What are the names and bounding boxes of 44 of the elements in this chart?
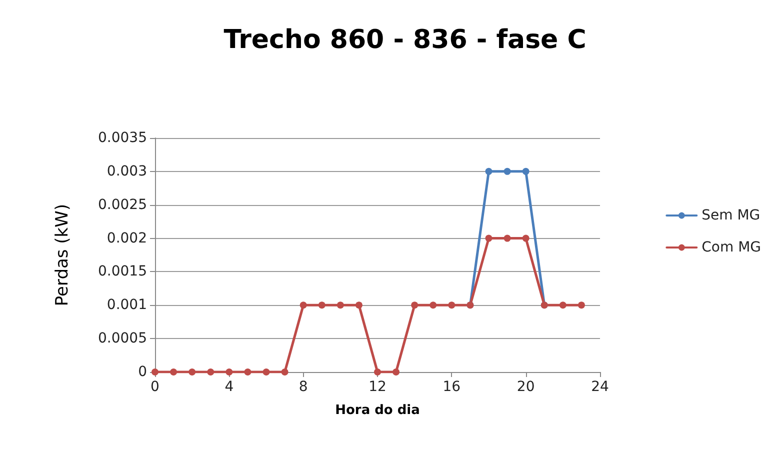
point [522, 168, 530, 175]
y-tick-label: 0.003 [106, 163, 147, 180]
point [226, 368, 233, 376]
point [170, 368, 178, 376]
y-tick-label: 0.0035 [98, 130, 147, 146]
y-tick-label: 0.001 [106, 297, 147, 314]
x-tick-label: 4 [224, 379, 234, 395]
point [374, 368, 381, 376]
point [392, 368, 400, 376]
y-tick-label: 0.0025 [98, 196, 147, 213]
point [411, 302, 418, 309]
x-tick-label: 0 [150, 379, 160, 395]
y-tick-label: 0.0005 [98, 330, 147, 347]
point [522, 234, 530, 242]
x-axis-title: Hora do dia [335, 403, 420, 418]
chart-title: Trecho 860 - 836 - fase C [224, 25, 586, 55]
x-tick-label: 16 [442, 379, 461, 395]
point [578, 302, 585, 309]
x-tick-label: 20 [516, 379, 535, 395]
x-tick-label: 8 [298, 379, 308, 395]
point [207, 368, 214, 376]
point [485, 234, 492, 242]
y-tick-label: 0.002 [106, 230, 147, 246]
point [485, 168, 492, 175]
point [504, 234, 511, 242]
point [188, 368, 196, 376]
x-tick-label: 24 [591, 379, 609, 395]
point [318, 302, 326, 309]
legend-label: Sem MG [702, 208, 760, 224]
point [336, 302, 344, 309]
y-axis-title: Perdas (kW) [52, 204, 72, 306]
point [355, 302, 362, 309]
y-tick-label: 0.0015 [98, 264, 147, 280]
point [281, 368, 288, 376]
point [559, 302, 566, 309]
point [244, 368, 252, 376]
point [430, 302, 437, 309]
point [300, 302, 307, 309]
y-tick-label: 0 [138, 364, 147, 380]
x-tick-label: 12 [368, 379, 386, 395]
point [448, 302, 456, 309]
legend-label: Com MG [702, 240, 762, 256]
point [504, 168, 511, 175]
point [262, 368, 270, 376]
